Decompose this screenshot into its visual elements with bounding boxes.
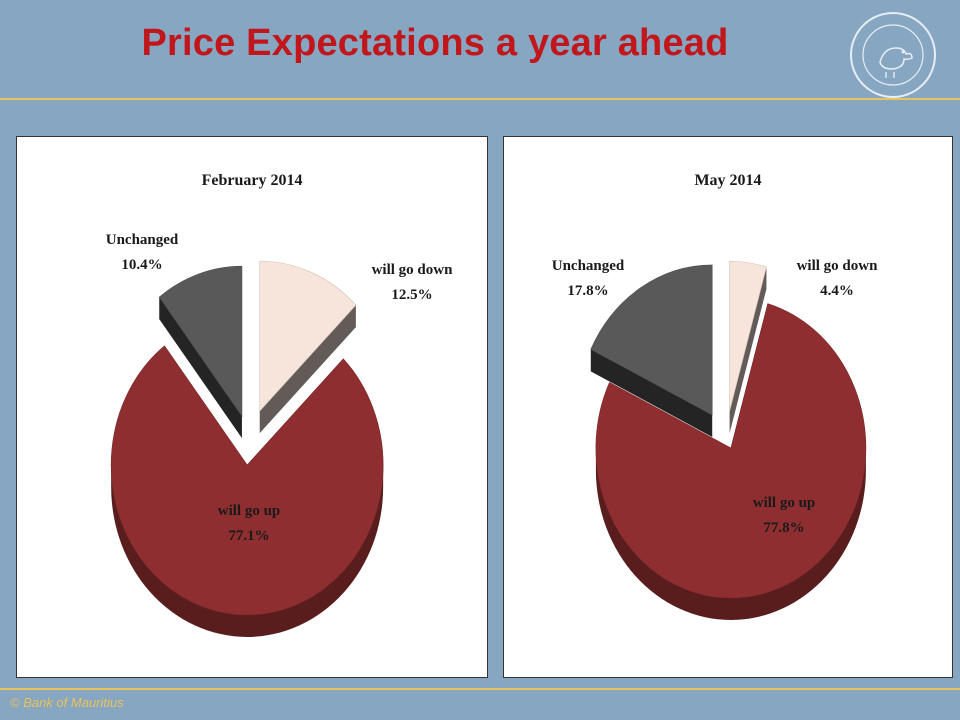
slice-label-unchanged: Unchanged <box>106 232 179 248</box>
footer-rule <box>0 688 960 690</box>
slice-value-will-go-down: 4.4% <box>820 283 854 299</box>
slice-wall-will-go-down <box>259 305 356 434</box>
slice-value-unchanged: 10.4% <box>121 257 162 273</box>
slice-wall-unchanged <box>159 297 242 439</box>
chart-title: May 2014 <box>694 172 761 189</box>
pie-slice-will-go-up <box>595 303 867 599</box>
pie-slice-unchanged <box>590 264 713 416</box>
slice-value-will-go-up: 77.8% <box>763 520 804 536</box>
page-title: Price Expectations a year ahead <box>141 22 729 64</box>
header-rule <box>0 98 960 100</box>
slice-label-will-go-down: will go down <box>372 262 454 278</box>
slice-wall-unchanged <box>590 349 713 437</box>
pie-slice-unchanged <box>158 265 243 418</box>
slice-label-will-go-down: will go down <box>797 258 879 274</box>
slice-value-unchanged: 17.8% <box>567 283 608 299</box>
pie-slice-will-go-down <box>729 260 767 412</box>
footer-copyright: © Bank of Mauritius <box>10 695 124 710</box>
slice-wall-will-go-down <box>729 266 767 434</box>
chart-panel-february: February 2014 will go down 12.5% will go up… <box>16 136 488 678</box>
slice-value-will-go-up: 77.1% <box>228 528 269 544</box>
chart-panel-may: May 2014 will go down 4.4% will go up 77.8% U… <box>503 136 953 678</box>
slice-label-unchanged: Unchanged <box>552 258 625 274</box>
chart-title: February 2014 <box>202 172 303 189</box>
bank-of-mauritius-seal-logo <box>850 12 936 98</box>
pie-slice-will-go-down <box>259 260 357 412</box>
slice-value-will-go-down: 12.5% <box>391 287 432 303</box>
pie-chart-february: February 2014 will go down 12.5% will go up… <box>106 172 454 637</box>
pie-slice-will-go-up <box>110 345 384 616</box>
slice-label-will-go-up: will go up <box>218 503 281 519</box>
pie-chart-may: May 2014 will go down 4.4% will go up 77.8% U… <box>552 172 879 620</box>
slice-label-will-go-up: will go up <box>753 495 816 511</box>
